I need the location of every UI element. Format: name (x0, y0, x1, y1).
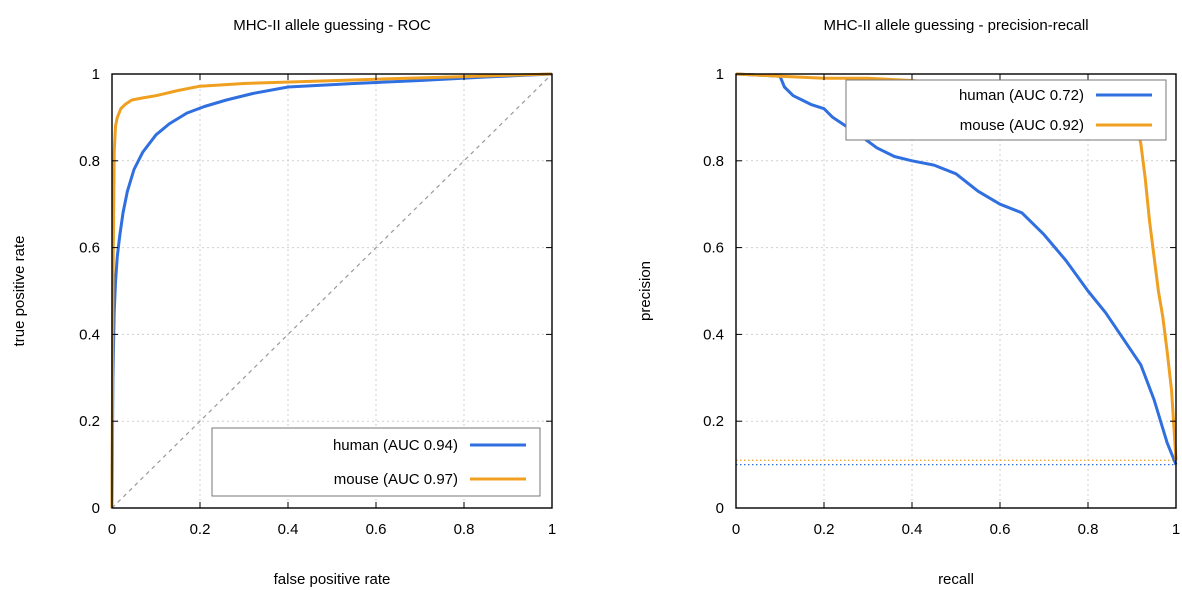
roc-legend-label: human (AUC 0.94) (333, 437, 458, 454)
pr-legend-label: mouse (AUC 0.92) (960, 117, 1084, 134)
roc-series-line-1 (110, 72, 553, 509)
roc-x-axis-label: false positive rate (274, 571, 391, 588)
pr-series (735, 72, 1178, 466)
roc-title: MHC-II allele guessing - ROC (233, 17, 431, 34)
roc-legend: human (AUC 0.94) mouse (AUC 0.97) (211, 427, 541, 497)
roc-diagonal-reference-line (111, 73, 553, 509)
pr-x-tick-label: 0.2 (814, 521, 835, 538)
pr-y-axis-label: precision (637, 261, 654, 321)
roc-chart: MHC-II allele guessing - ROC 0 0.2 0.4 0.6 0… (11, 17, 556, 588)
pr-plot-frame (735, 73, 1177, 509)
pr-y-tick-label: 0 (716, 500, 724, 517)
roc-series (110, 72, 553, 509)
roc-y-tick-label: 0.4 (79, 326, 100, 343)
pr-y-tick-label: 0.6 (703, 240, 724, 257)
roc-x-tick-label: 0.6 (366, 521, 387, 538)
roc-y-tick-label: 0.8 (79, 153, 100, 170)
pr-series-line-0 (735, 72, 1178, 466)
roc-legend-box (211, 427, 541, 497)
roc-plot-frame (111, 73, 553, 509)
roc-y-tick-label: 0.2 (79, 413, 100, 430)
roc-y-tick-label: 0 (92, 500, 100, 517)
pr-x-tick-label: 0.6 (990, 521, 1011, 538)
roc-legend-label: mouse (AUC 0.97) (334, 471, 458, 488)
roc-y-axis-label: true positive rate (11, 236, 28, 347)
pr-x-tick-label: 0.8 (1078, 521, 1099, 538)
pr-chart: MHC-II allele guessing - precision-recal… (637, 17, 1180, 588)
roc-x-tick-label: 0 (108, 521, 116, 538)
pr-y-tick-label: 1 (716, 66, 724, 83)
roc-ticks: 0 0.2 0.4 0.6 0.8 1 0 0.2 0.4 0.6 0.8 1 (79, 66, 556, 538)
pr-legend-box (845, 79, 1167, 141)
pr-ticks: 0 0.2 0.4 0.6 0.8 1 0 0.2 0.4 0.6 0.8 1 (703, 66, 1180, 538)
pr-y-tick-label: 0.4 (703, 326, 724, 343)
pr-x-tick-label: 0 (732, 521, 740, 538)
pr-title: MHC-II allele guessing - precision-recal… (823, 17, 1088, 34)
roc-x-tick-label: 0.4 (278, 521, 299, 538)
pr-legend-label: human (AUC 0.72) (959, 87, 1084, 104)
roc-y-tick-label: 1 (92, 66, 100, 83)
roc-series-line-0 (110, 72, 553, 509)
roc-x-tick-label: 1 (548, 521, 556, 538)
pr-legend: human (AUC 0.72) mouse (AUC 0.92) (845, 79, 1167, 141)
pr-y-tick-label: 0.2 (703, 413, 724, 430)
roc-x-tick-label: 0.2 (190, 521, 211, 538)
pr-x-axis-label: recall (938, 571, 974, 588)
roc-x-tick-label: 0.8 (454, 521, 475, 538)
pr-y-tick-label: 0.8 (703, 153, 724, 170)
roc-y-tick-label: 0.6 (79, 240, 100, 257)
pr-x-tick-label: 1 (1172, 521, 1180, 538)
pr-x-tick-label: 0.4 (902, 521, 923, 538)
